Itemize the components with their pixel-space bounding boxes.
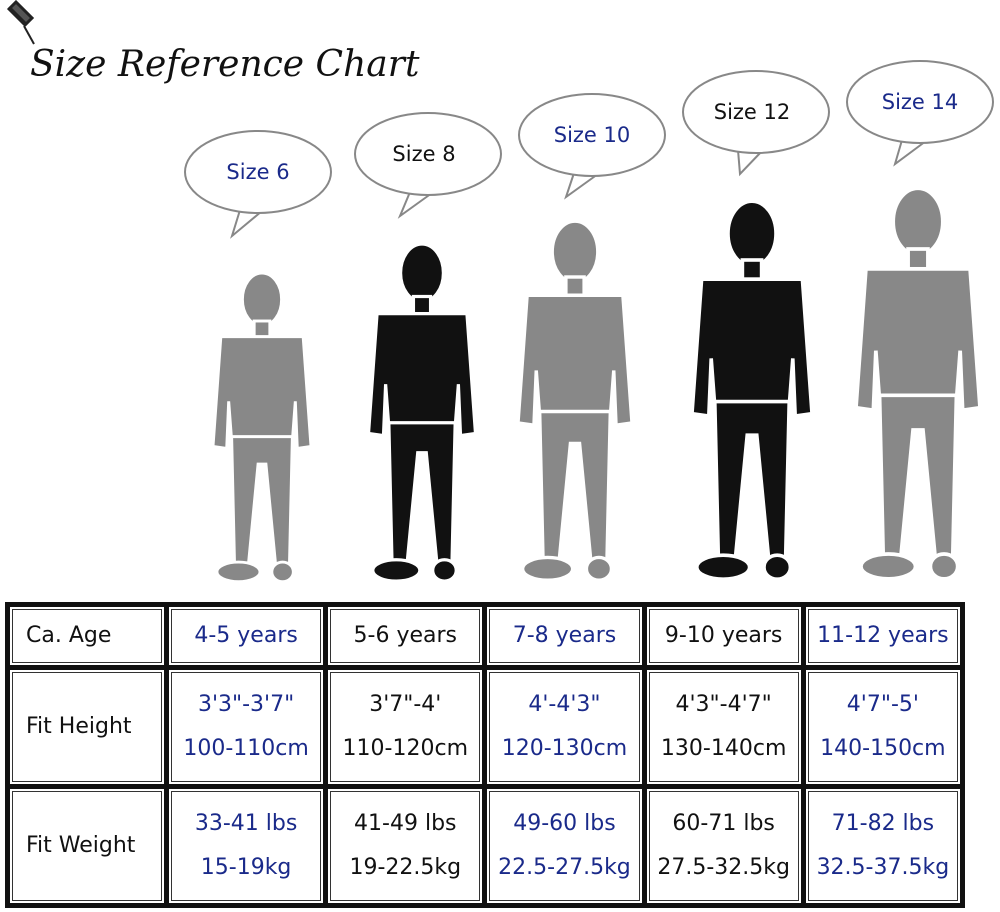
size-table: Ca. Age 4-5 years 5-6 years 7-8 years 9-10 y… (5, 602, 966, 909)
cell-text: 100-110cm (183, 735, 309, 761)
row-label: Ca. Age (5, 602, 169, 670)
cell-text: 60-71 lbs (672, 810, 775, 836)
pushpin (6, 0, 35, 45)
table-cell: 60-71 lbs 27.5-32.5kg (641, 783, 806, 909)
illustration: Size 6 Size 8 Size 10 Size 12 Size 14 (6, 0, 994, 584)
table-cell: 3'3"-3'7" 100-110cm (163, 664, 329, 789)
cell-text: 130-140cm (660, 735, 787, 761)
cell-text: 27.5-32.5kg (657, 854, 790, 880)
table-cell: 4'-4'3" 120-130cm (482, 664, 647, 789)
silhouette (366, 242, 478, 583)
size-label: Size 12 (714, 100, 791, 124)
cell-text: 19-22.5kg (349, 854, 462, 880)
size-label: Size 8 (392, 142, 455, 166)
cell-text: 3'3"-3'7" (197, 691, 295, 717)
table-cell: 41-49 lbs 19-22.5kg (323, 783, 488, 909)
cell-text: 11-12 years (817, 622, 949, 648)
row-label: Fit Height (5, 664, 169, 789)
cell-text: 71-82 lbs (831, 810, 935, 836)
size-label: Size 10 (554, 123, 631, 147)
table-cell: 4-5 years (163, 602, 329, 670)
silhouette (516, 219, 634, 582)
table-cell: 71-82 lbs 32.5-37.5kg (800, 783, 966, 909)
table-row: Fit Weight 33-41 lbs 15-19kg 41-49 lbs 19-22… (5, 783, 966, 909)
cell-text: 120-130cm (501, 735, 628, 761)
cell-text: 22.5-27.5kg (498, 854, 631, 880)
table-cell: 5-6 years (323, 602, 488, 670)
cell-text: 32.5-37.5kg (816, 854, 950, 880)
table-cell: 4'3"-4'7" 130-140cm (641, 664, 806, 789)
table-cell: 11-12 years (800, 602, 966, 670)
size-label: Size 6 (226, 160, 289, 184)
cell-text: 110-120cm (342, 735, 468, 761)
cell-text: 41-49 lbs (354, 810, 457, 836)
silhouette (690, 199, 814, 581)
cell-text: 5-6 years (353, 622, 458, 648)
cell-text: 4'3"-4'7" (675, 691, 772, 717)
table-cell: 4'7"-5' 140-150cm (800, 664, 966, 789)
cell-text: 4-5 years (194, 622, 298, 648)
cell-text: 7-8 years (512, 622, 617, 648)
table-cell: 7-8 years (482, 602, 647, 670)
silhouette (211, 271, 313, 584)
silhouette (854, 186, 982, 581)
cell-text: 49-60 lbs (513, 810, 616, 836)
table-cell: 3'7"-4' 110-120cm (323, 664, 488, 789)
table-row: Fit Height 3'3"-3'7" 100-110cm 3'7"-4' 110-1… (5, 664, 966, 789)
cell-text: 3'7"-4' (369, 691, 442, 717)
bubbles (184, 60, 994, 239)
cell-text: 9-10 years (664, 622, 783, 648)
silhouettes (211, 186, 982, 584)
cell-text: 15-19kg (200, 854, 292, 880)
cell-text: 33-41 lbs (194, 810, 298, 836)
table-cell: 9-10 years (641, 602, 806, 670)
table-cell: 49-60 lbs 22.5-27.5kg (482, 783, 647, 909)
size-label: Size 14 (882, 90, 959, 114)
cell-text: 4'7"-5' (846, 691, 919, 717)
title: Size Reference Chart (30, 44, 420, 85)
cell-text: 140-150cm (820, 735, 946, 761)
row-label: Fit Weight (5, 783, 169, 909)
table-cell: 33-41 lbs 15-19kg (163, 783, 329, 909)
table-row: Ca. Age 4-5 years 5-6 years 7-8 years 9-10 y… (5, 602, 966, 670)
cell-text: 4'-4'3" (528, 691, 601, 717)
